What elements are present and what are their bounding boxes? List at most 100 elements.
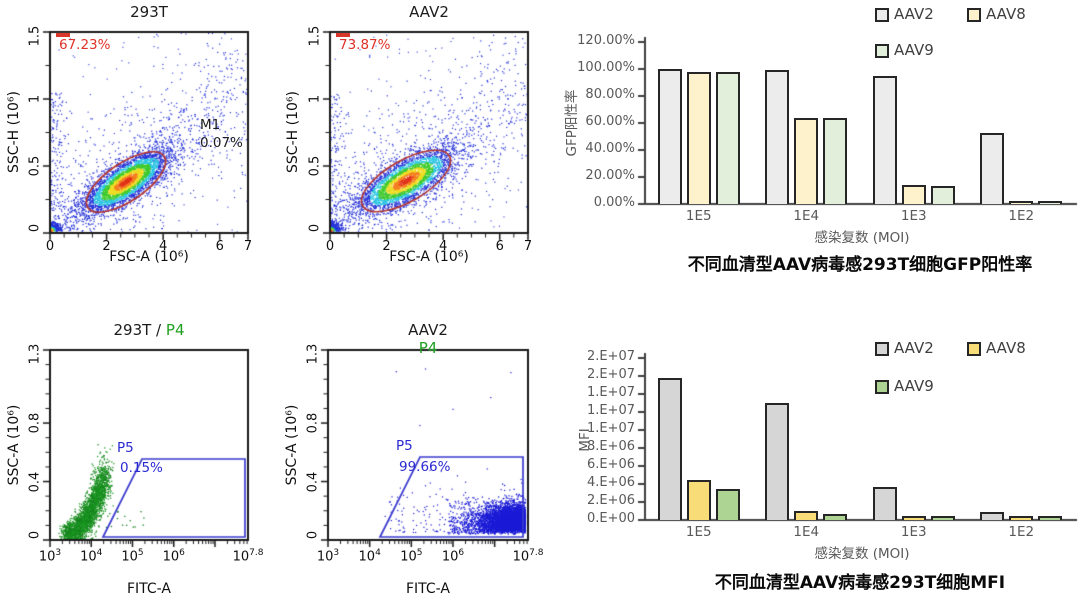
tick-label: 4.E+06 (586, 475, 635, 490)
bar-aav2-1e5 (657, 377, 682, 520)
flow2-x-axis-label: FSC-A (10⁶) (389, 249, 469, 265)
flow1-gate-percent: 67.23% (59, 37, 111, 53)
tick-label: 103 (38, 548, 62, 565)
tick-label: 7 (243, 239, 253, 254)
tick-label: 40.00% (585, 141, 635, 156)
tick-label: 106 (441, 548, 465, 565)
legend-swatch-aav9 (875, 380, 889, 394)
tick-label: 2 (382, 239, 391, 254)
bar-aav2-1e2 (980, 511, 1005, 520)
tick-label: 0.8 (27, 412, 43, 434)
tick-label: 104 (80, 548, 103, 565)
bar-aav8-1e5 (686, 480, 711, 520)
flow1-clipped-gate-label (56, 33, 70, 37)
tick-label: 105 (121, 548, 144, 565)
tick-label: 1.5 (307, 25, 323, 47)
tick-label: 0 (27, 223, 43, 233)
tick-label: 0.5 (307, 155, 323, 177)
legend-label-aav8: AAV8 (986, 5, 1026, 23)
tick-label: 105 (400, 548, 423, 565)
tick-label: 1.E+07 (586, 403, 635, 418)
legend-swatch-aav2 (875, 342, 889, 356)
flow2-clipped-gate-label (336, 33, 350, 37)
bar-aav9-1e2 (1038, 516, 1063, 520)
flow4-x-axis-label: FITC-A (405, 581, 451, 597)
tick-label: 80.00% (585, 87, 635, 102)
tick-label: 8.E+06 (586, 439, 635, 454)
flow3-y-axis-label: SSC-A (10⁶) (5, 404, 22, 486)
bar-aav9-1e3 (930, 186, 955, 204)
bar-aav9-1e4 (823, 117, 848, 204)
legend-label-aav2: AAV2 (894, 339, 934, 357)
category-label: 1E4 (793, 524, 820, 540)
tick-label: 2.E+06 (586, 493, 635, 508)
tick-label: 0.00% (593, 195, 635, 210)
tick-label: 1 (27, 94, 43, 104)
flow4-subtitle-gate: P4 (418, 339, 438, 357)
bar-aav9-1e3 (930, 515, 955, 520)
tick-label: 0.5 (27, 155, 43, 177)
category-label: 1E5 (685, 208, 712, 224)
tick-label: 4 (439, 239, 448, 254)
legend-label-aav9: AAV9 (894, 377, 934, 395)
tick-label: 1.3 (305, 343, 321, 365)
legend-swatch-aav8 (967, 8, 981, 22)
tick-label: 100.00% (577, 60, 635, 75)
bar-aav2-1e5 (657, 69, 682, 204)
tick-label: 60.00% (585, 114, 635, 129)
flow2-title: AAV2 (409, 3, 449, 21)
tick-label: 2.E+07 (586, 367, 635, 382)
legend-swatch-aav2 (875, 8, 889, 22)
tick-label: 4 (159, 239, 168, 254)
legend-label-aav2: AAV2 (894, 5, 934, 23)
tick-label: 1 (307, 94, 323, 104)
flow3-gate-percent: 0.15% (120, 460, 163, 476)
bar-aav8-1e3 (901, 515, 926, 520)
flow1-marker-label: M1 (200, 117, 221, 133)
bar-aav9-1e5 (715, 72, 740, 204)
bar-aav8-1e2 (1009, 515, 1034, 520)
legend-label-aav9: AAV9 (894, 41, 934, 59)
tick-label: 104 (358, 548, 381, 565)
tick-label: 107.8 (512, 548, 544, 565)
bar-aav9-1e2 (1038, 201, 1063, 204)
bar-aav2-1e3 (872, 486, 897, 520)
flow1-marker-percent: 0.07% (200, 135, 243, 151)
flow3-title-gate: P4 (165, 321, 185, 339)
flow4-gate-percent: 99.66% (399, 459, 451, 475)
mfi-chart-caption: 不同血清型AAV病毒感293T细胞MFI (714, 573, 1006, 593)
bar-aav9-1e4 (823, 514, 848, 520)
flow1-y-axis-label: SSC-H (10⁶) (5, 91, 22, 173)
category-label: 1E3 (900, 208, 927, 224)
tick-label: 1.E+07 (586, 421, 635, 436)
tick-label: 0.8 (305, 412, 321, 434)
bar-aav8-1e5 (686, 71, 711, 204)
bar-aav8-1e2 (1009, 201, 1034, 204)
flow3-title-sample: 293T / (113, 321, 162, 339)
category-label: 1E5 (685, 524, 712, 540)
gfp-chart-x-axis-title: 感染复数 (MOI) (814, 230, 910, 246)
tick-label: 106 (162, 548, 185, 565)
tick-label: 6 (215, 239, 224, 254)
tick-label: 0 (307, 223, 323, 233)
category-label: 1E2 (1008, 524, 1035, 540)
tick-label: 103 (316, 548, 340, 565)
flow3-title: 293T / P4 (113, 321, 185, 339)
flow2-gate-percent: 73.87% (339, 37, 391, 53)
flow1-title: 293T (130, 3, 168, 21)
flow2-y-axis-label: SSC-H (10⁶) (284, 91, 301, 173)
flow4-y-axis-label: SSC-A (10⁶) (283, 404, 300, 486)
flow4-gate-label: P5 (396, 438, 413, 454)
bar-aav8-1e3 (901, 185, 926, 204)
tick-label: 20.00% (585, 168, 635, 183)
legend-swatch-aav9 (875, 44, 889, 58)
tick-label: 0.E+00 (586, 511, 635, 526)
legend-swatch-aav8 (967, 342, 981, 356)
bar-aav8-1e4 (794, 117, 819, 204)
tick-label: 107.8 (232, 548, 264, 565)
bar-aav2-1e4 (765, 69, 790, 204)
flow3-x-axis-label: FITC-A (126, 581, 172, 597)
tick-label: 120.00% (577, 33, 635, 48)
flow3-gate-label: P5 (117, 440, 134, 456)
